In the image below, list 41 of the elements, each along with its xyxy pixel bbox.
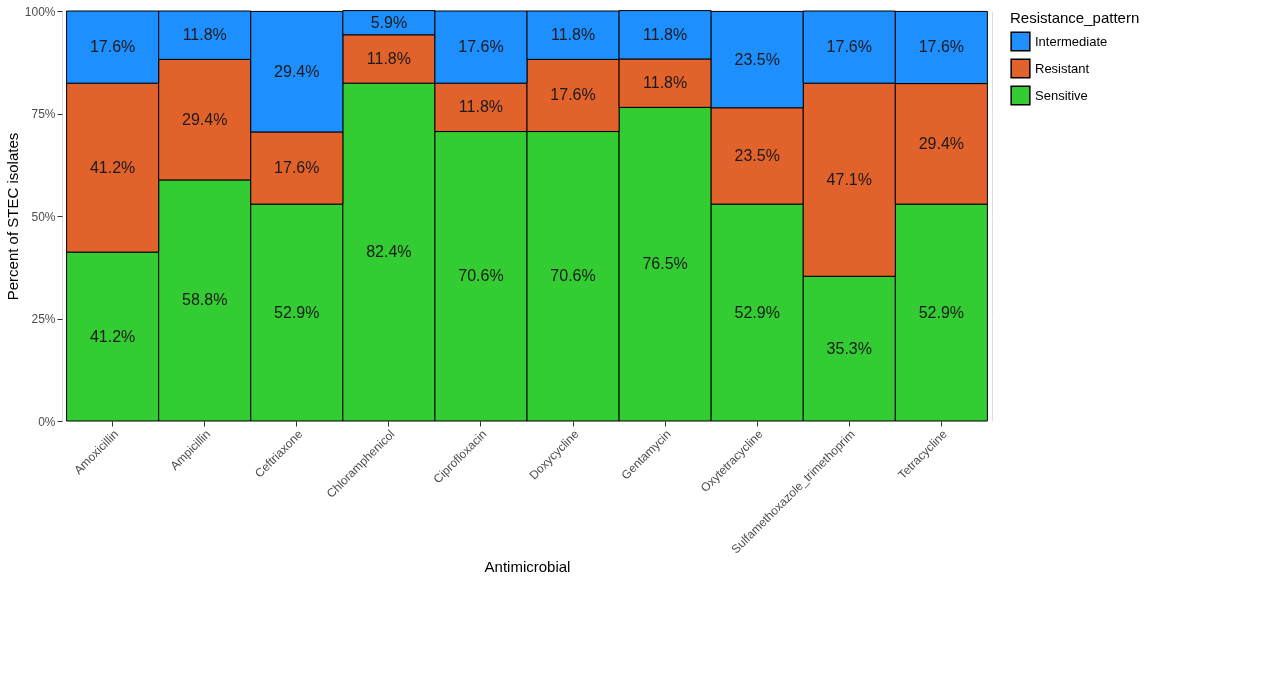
x-axis-title: Antimicrobial (484, 557, 571, 575)
data-label: 41.2% (89, 327, 136, 345)
data-label: 11.8% (550, 26, 596, 44)
data-label: 17.6% (89, 38, 136, 56)
data-label: 11.8% (643, 74, 688, 92)
data-label: 11.8% (458, 98, 504, 116)
data-label: 35.3% (826, 339, 872, 357)
data-label: 17.6% (274, 159, 320, 177)
y-tick-label: 50% (31, 209, 56, 224)
data-label: 11.8% (366, 49, 411, 67)
y-axis-title: Percent of STEC isolates (3, 132, 21, 301)
data-label: 29.4% (274, 62, 320, 80)
data-label: 23.5% (734, 146, 780, 164)
data-label: 5.9% (370, 13, 408, 31)
legend-label: Intermediate (1035, 33, 1108, 49)
data-label: 47.1% (826, 170, 872, 188)
legend-label: Sensitive (1035, 87, 1088, 103)
y-tick-label: 0% (38, 414, 56, 429)
data-label: 52.9% (274, 303, 320, 321)
data-label: 17.6% (550, 86, 596, 104)
data-label: 82.4% (366, 243, 412, 261)
data-label: 17.6% (458, 38, 504, 56)
data-label: 52.9% (734, 303, 780, 321)
y-tick-label: 75% (31, 107, 56, 121)
data-label: 76.5% (642, 255, 688, 273)
data-label: 70.6% (458, 267, 504, 285)
data-label: 11.8% (182, 26, 227, 44)
data-label: 11.8% (643, 25, 688, 43)
data-label: 29.4% (918, 134, 965, 152)
legend-title: Resistance_pattern (1010, 9, 1140, 26)
legend-label: Resistant (1035, 60, 1090, 76)
y-tick-label: 100% (24, 4, 56, 19)
data-label: 41.2% (89, 158, 136, 176)
data-label: 58.8% (182, 291, 228, 309)
data-label: 29.4% (182, 110, 228, 128)
data-label: 17.6% (826, 38, 872, 56)
data-label: 70.6% (550, 267, 596, 285)
y-tick-label: 25% (31, 312, 56, 326)
data-label: 17.6% (918, 38, 965, 56)
data-label: 23.5% (734, 50, 780, 68)
data-label: 52.9% (918, 303, 965, 321)
